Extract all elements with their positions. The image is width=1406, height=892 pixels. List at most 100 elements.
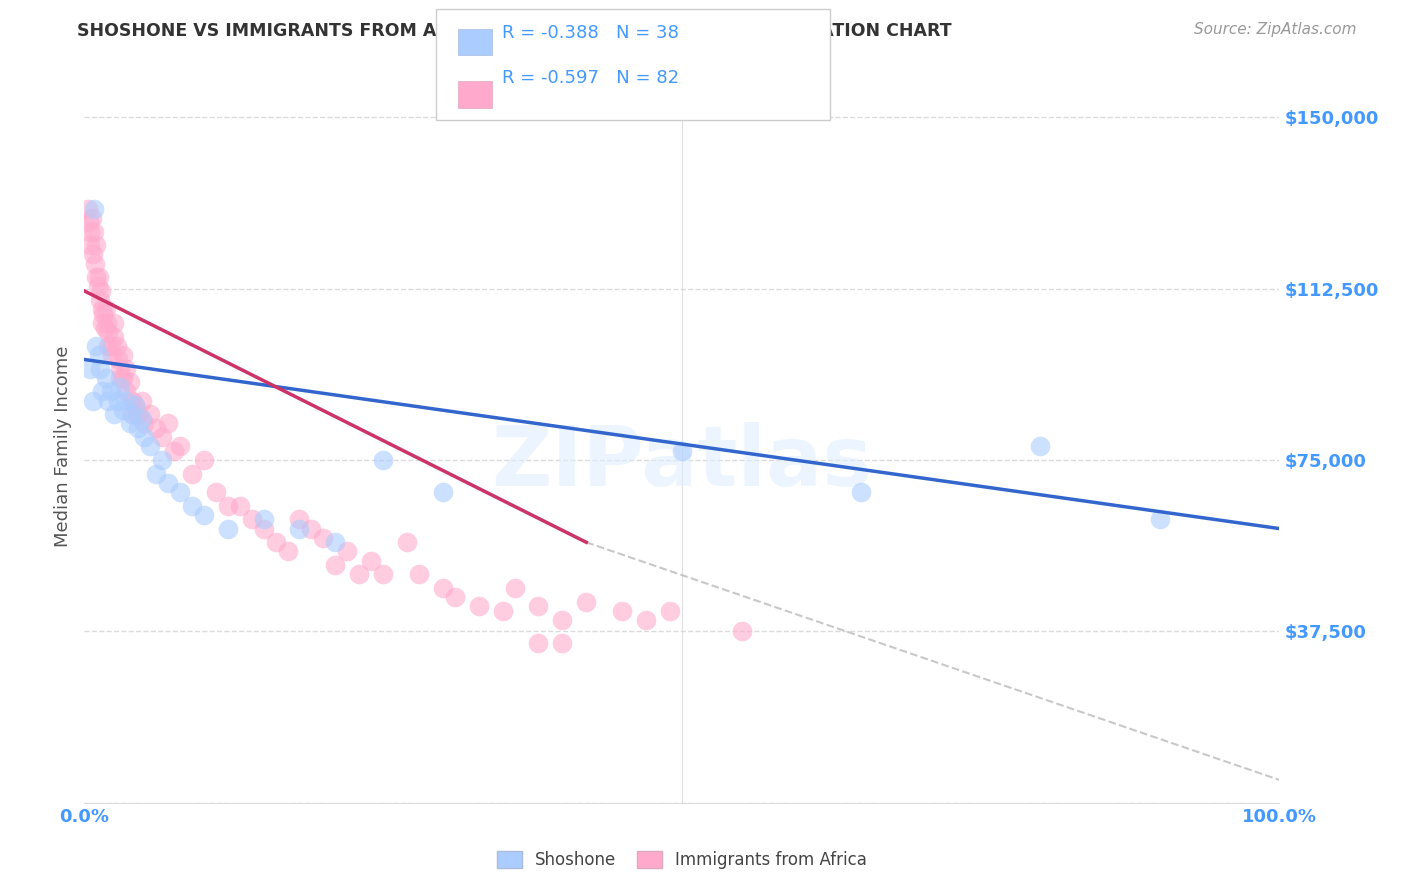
Point <box>731 624 754 639</box>
Point <box>79 238 101 252</box>
Point <box>105 339 128 353</box>
Point <box>89 293 111 307</box>
Point <box>132 417 156 431</box>
Point <box>132 430 156 444</box>
Point <box>82 247 104 261</box>
Point <box>103 329 125 343</box>
Point <box>87 270 110 285</box>
Point <box>110 361 132 376</box>
Point <box>349 567 371 582</box>
Point <box>80 211 103 225</box>
Legend: Shoshone, Immigrants from Africa: Shoshone, Immigrants from Africa <box>491 845 873 876</box>
Point <box>131 393 153 408</box>
Point <box>110 380 132 394</box>
Point <box>124 398 146 412</box>
Point <box>118 417 141 431</box>
Point <box>851 485 873 500</box>
Point <box>97 393 120 408</box>
Point <box>150 430 173 444</box>
Point <box>103 316 125 330</box>
Point <box>87 348 110 362</box>
Point <box>163 443 186 458</box>
Point <box>181 499 204 513</box>
Point <box>408 567 430 582</box>
Point <box>551 636 574 650</box>
Point <box>636 613 658 627</box>
Point <box>1029 439 1052 453</box>
Point <box>150 453 173 467</box>
Point <box>83 225 105 239</box>
Point <box>94 371 117 385</box>
Point <box>288 512 311 526</box>
Point <box>157 417 180 431</box>
Point <box>468 599 491 614</box>
Text: SHOSHONE VS IMMIGRANTS FROM AFRICA MEDIAN FAMILY INCOME CORRELATION CHART: SHOSHONE VS IMMIGRANTS FROM AFRICA MEDIA… <box>77 22 952 40</box>
Point <box>86 339 108 353</box>
Point <box>79 361 101 376</box>
Point <box>121 408 143 422</box>
Point <box>527 599 550 614</box>
Point <box>444 590 467 604</box>
Point <box>1149 512 1171 526</box>
Point <box>145 421 167 435</box>
Point <box>217 499 239 513</box>
Point <box>131 412 153 426</box>
Point <box>139 439 162 453</box>
Point <box>91 384 114 399</box>
Point <box>181 467 204 481</box>
Point <box>288 522 311 536</box>
Point <box>373 567 395 582</box>
Point <box>86 238 108 252</box>
Point <box>253 512 276 526</box>
Point <box>91 302 114 317</box>
Point <box>107 393 129 408</box>
Point <box>169 485 191 500</box>
Point <box>111 348 134 362</box>
Point <box>373 453 395 467</box>
Text: R = -0.388   N = 38: R = -0.388 N = 38 <box>502 24 679 42</box>
Point <box>110 371 132 385</box>
Point <box>312 531 335 545</box>
Point <box>115 361 138 376</box>
Point <box>111 371 134 385</box>
Point <box>127 421 149 435</box>
Point <box>575 595 598 609</box>
Text: Source: ZipAtlas.com: Source: ZipAtlas.com <box>1194 22 1357 37</box>
Point <box>492 604 515 618</box>
Point <box>169 439 191 453</box>
Point <box>253 522 276 536</box>
Point <box>90 284 112 298</box>
Point <box>111 402 134 417</box>
Point <box>77 215 100 229</box>
Point <box>89 361 111 376</box>
Point <box>503 581 526 595</box>
Point <box>432 485 454 500</box>
Point <box>96 316 118 330</box>
Point <box>527 636 550 650</box>
Point <box>115 393 138 408</box>
Point <box>121 393 143 408</box>
Point <box>124 398 146 412</box>
Point <box>139 408 162 422</box>
Text: Median Family Income: Median Family Income <box>55 345 72 547</box>
Point <box>83 202 105 216</box>
Point <box>82 393 104 408</box>
Point <box>77 202 100 216</box>
Point <box>659 604 682 618</box>
Point <box>325 558 347 573</box>
Point <box>97 325 120 339</box>
Point <box>612 604 634 618</box>
Point <box>127 408 149 422</box>
Point <box>205 485 228 500</box>
Point <box>115 384 138 399</box>
Point <box>229 499 252 513</box>
Point <box>86 270 108 285</box>
Point <box>157 475 180 490</box>
Point <box>264 535 287 549</box>
Point <box>240 512 263 526</box>
Point <box>94 302 117 317</box>
Point <box>360 553 382 567</box>
Point <box>301 522 323 536</box>
Point <box>86 279 108 293</box>
Point <box>84 256 107 270</box>
